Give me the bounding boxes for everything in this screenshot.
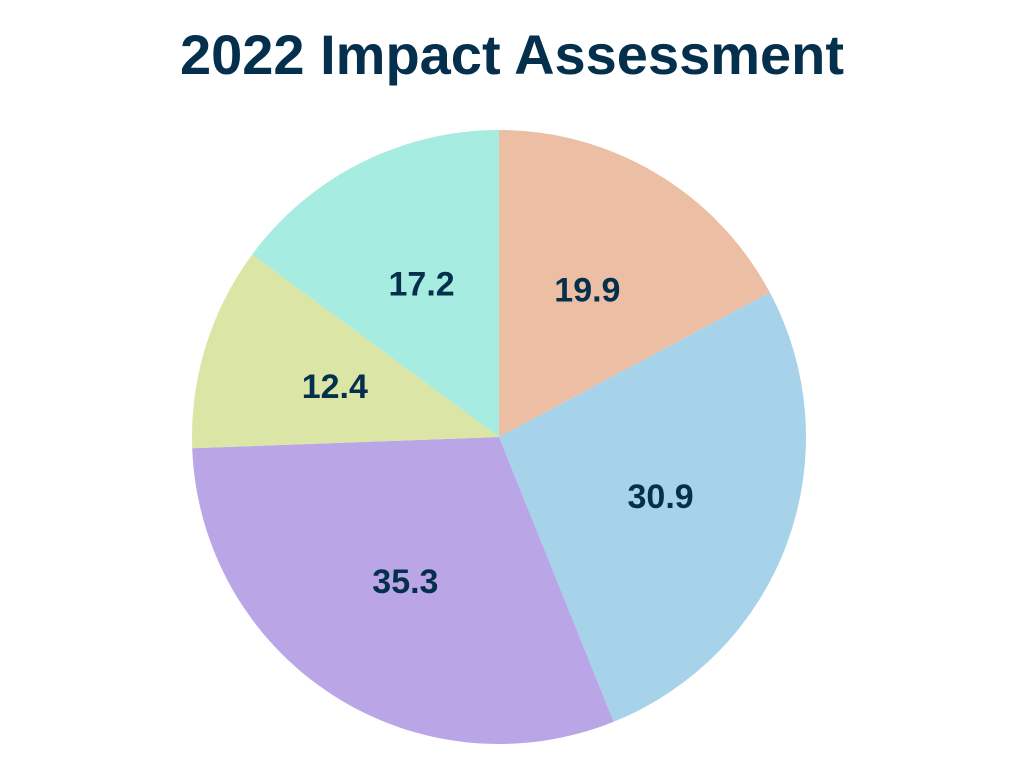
slice-value-label: 30.9 bbox=[628, 478, 694, 516]
pie-slice bbox=[192, 254, 500, 449]
chart-title: 2022 Impact Assessment bbox=[179, 23, 845, 86]
slice-value-label: 17.2 bbox=[389, 266, 455, 304]
pie-slice bbox=[499, 130, 770, 437]
pie-labels: 19.9 30.9 35.3 12.4 17.2 bbox=[302, 266, 694, 602]
pie-slices bbox=[192, 130, 806, 744]
slice-value-label: 35.3 bbox=[372, 563, 438, 601]
pie-slice bbox=[192, 437, 614, 744]
pie-slice bbox=[252, 130, 499, 437]
slice-value-label: 19.9 bbox=[554, 272, 620, 310]
pie-slice bbox=[499, 292, 806, 722]
slice-value-label: 12.4 bbox=[302, 368, 368, 406]
